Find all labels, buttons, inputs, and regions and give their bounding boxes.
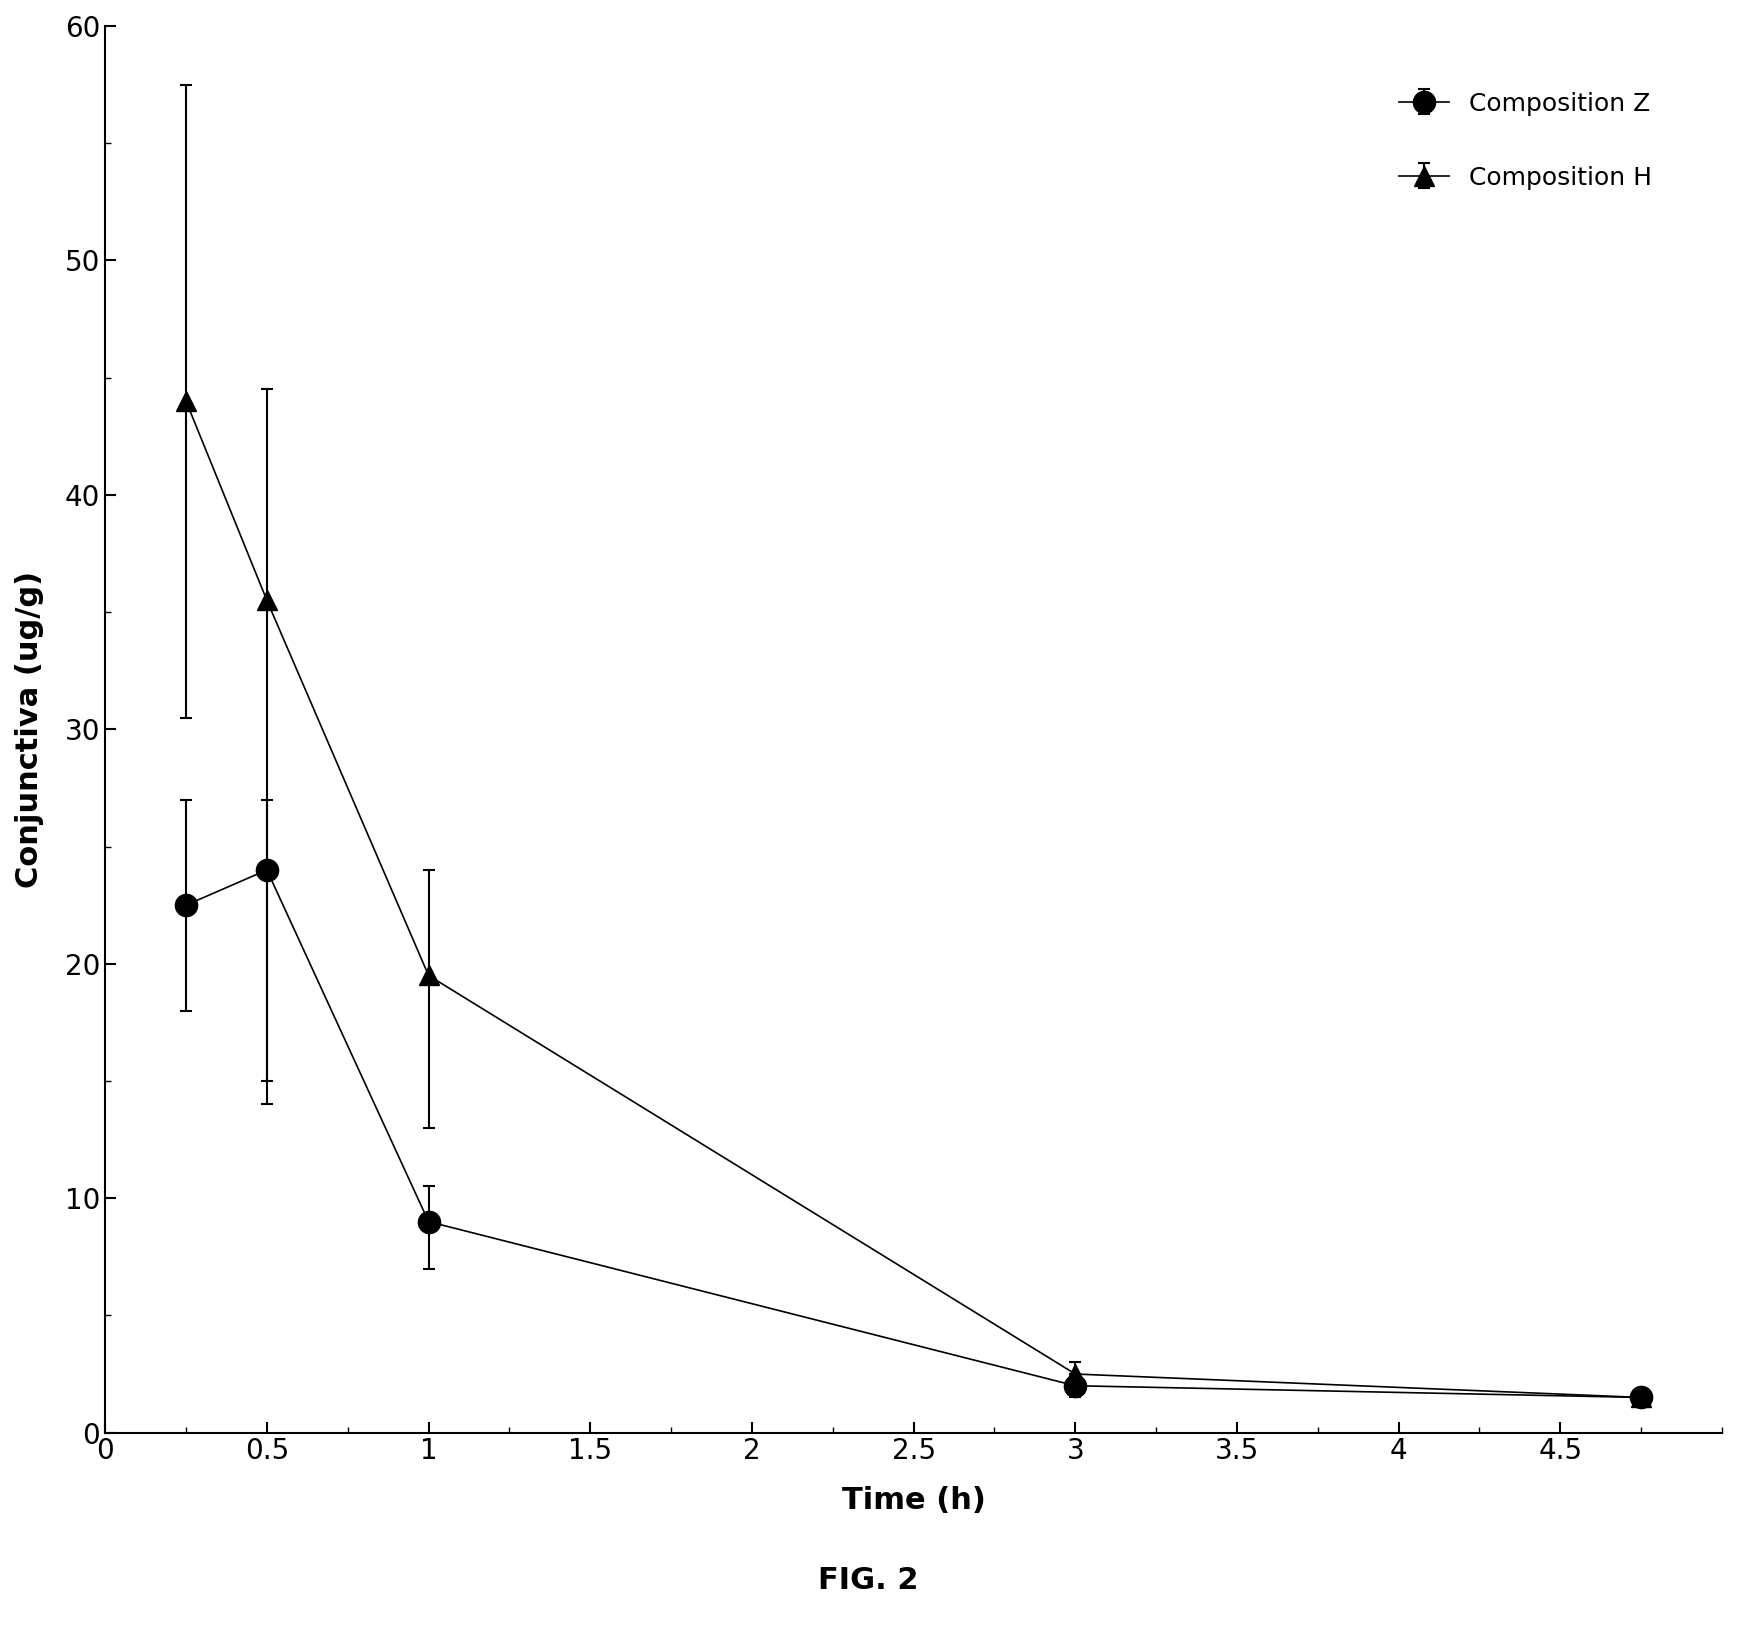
Text: FIG. 2: FIG. 2 <box>818 1566 919 1595</box>
Legend: Composition Z, Composition H: Composition Z, Composition H <box>1374 67 1678 215</box>
Y-axis label: Conjunctiva (ug/g): Conjunctiva (ug/g) <box>16 571 43 887</box>
X-axis label: Time (h): Time (h) <box>842 1486 985 1516</box>
